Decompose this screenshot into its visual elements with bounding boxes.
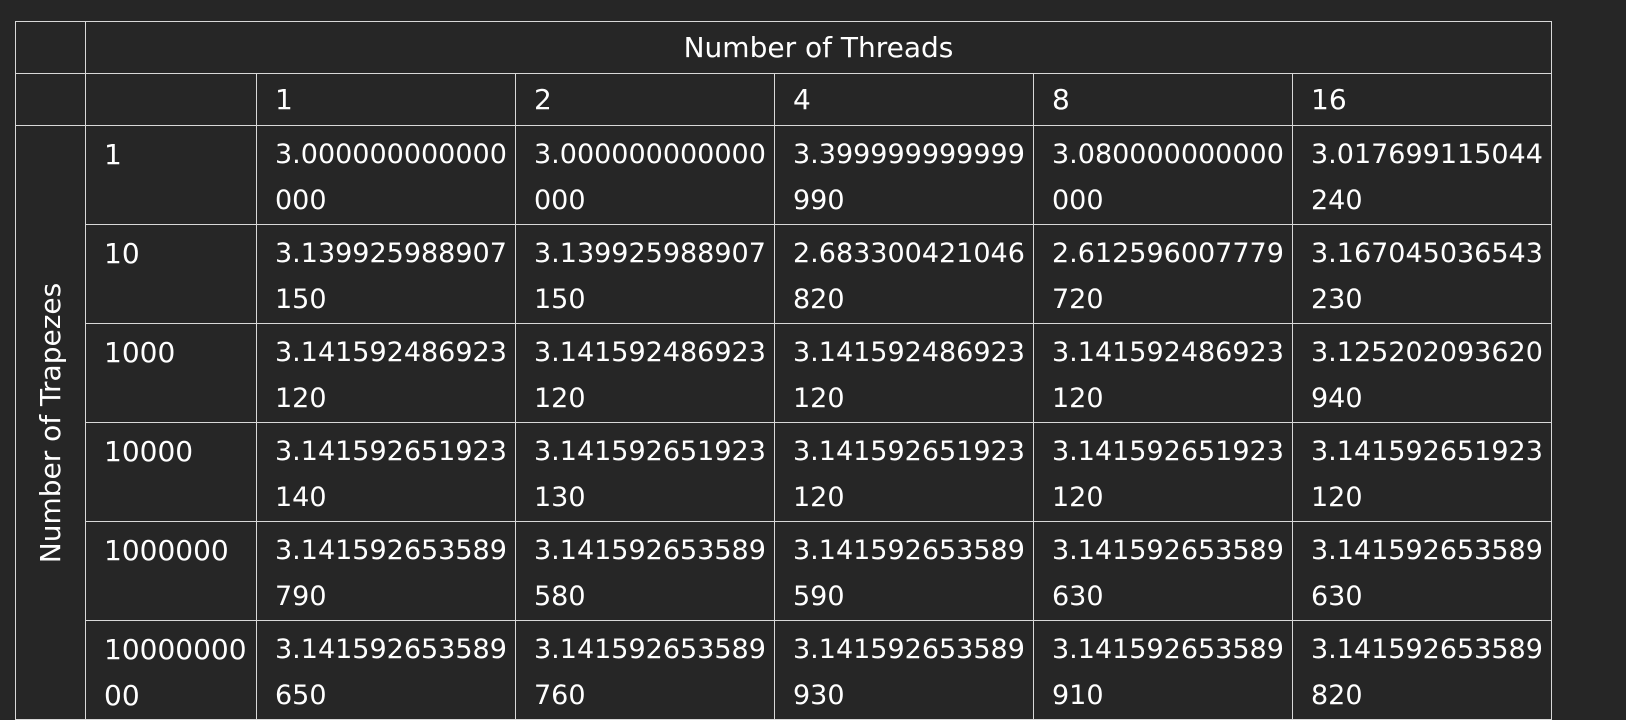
- value-cell: 3.141592651923140: [256, 422, 516, 522]
- thread-header: 8: [1033, 73, 1293, 126]
- value-cell: 3.141592653589630: [1033, 521, 1293, 621]
- value-cell: 3.141592651923130: [515, 422, 775, 522]
- value-cell: 3.141592486923120: [774, 323, 1034, 423]
- table-row: 1000000 3.141592653589790 3.141592653589…: [16, 521, 1552, 621]
- trapezes-label: 1000000000: [85, 620, 257, 720]
- value-cell: 3.141592653589790: [256, 521, 516, 621]
- value-cell: 3.141592486923120: [1033, 323, 1293, 423]
- value-cell: 3.080000000000000: [1033, 125, 1293, 225]
- value-cell: 3.141592651923120: [1033, 422, 1293, 522]
- value-cell: 3.141592653589580: [515, 521, 775, 621]
- value-cell: 3.141592486923120: [515, 323, 775, 423]
- value-cell: 3.141592653589630: [1292, 521, 1552, 621]
- thread-header: 1: [256, 73, 516, 126]
- value-cell: 3.000000000000000: [515, 125, 775, 225]
- value-cell: 3.000000000000000: [256, 125, 516, 225]
- value-cell: 2.612596007779720: [1033, 224, 1293, 324]
- value-cell: 3.141592653589930: [774, 620, 1034, 720]
- corner-cell: [15, 73, 86, 126]
- empty-header-cell: [85, 73, 257, 126]
- value-cell: 3.141592653589760: [515, 620, 775, 720]
- trapezes-label: 10: [85, 224, 257, 324]
- column-group-title: Number of Threads: [85, 21, 1552, 74]
- trapezes-label: 1000000: [85, 521, 257, 621]
- table-row: 1000000000 3.141592653589650 3.141592653…: [16, 620, 1552, 720]
- table-row: 10000 3.141592651923140 3.14159265192313…: [16, 422, 1552, 522]
- thread-header-row: 1 2 4 8 16: [15, 73, 1552, 126]
- value-cell: 3.139925988907150: [256, 224, 516, 324]
- value-cell: 3.399999999999990: [774, 125, 1034, 225]
- thread-header: 2: [515, 73, 775, 126]
- value-cell: 3.167045036543230: [1292, 224, 1552, 324]
- value-cell: 3.139925988907150: [515, 224, 775, 324]
- corner-cell: [15, 21, 86, 74]
- value-cell: 3.141592651923120: [1292, 422, 1552, 522]
- trapezes-label: 1000: [85, 323, 257, 423]
- column-group-header-row: Number of Threads: [15, 21, 1552, 74]
- table-row: Number of Trapezes 1 3.000000000000000 3…: [15, 125, 1552, 720]
- value-cell: 3.141592653589590: [774, 521, 1034, 621]
- row-group-title-cell: Number of Trapezes: [15, 125, 86, 720]
- trapezes-label: 10000: [85, 422, 257, 522]
- table-row: 10 3.139925988907150 3.139925988907150 2…: [16, 224, 1552, 324]
- thread-header: 4: [774, 73, 1034, 126]
- value-cell: 3.141592653589650: [256, 620, 516, 720]
- value-cell: 3.125202093620940: [1292, 323, 1552, 423]
- value-cell: 3.141592653589820: [1292, 620, 1552, 720]
- row-group-title: Number of Trapezes: [33, 282, 67, 563]
- value-cell: 3.141592651923120: [774, 422, 1034, 522]
- value-cell: 3.017699115044240: [1292, 125, 1552, 225]
- value-cell: 3.141592653589910: [1033, 620, 1293, 720]
- value-cell: 3.141592486923120: [256, 323, 516, 423]
- trapezes-label: 1: [85, 125, 257, 225]
- table-row: 1000 3.141592486923120 3.141592486923120…: [16, 323, 1552, 423]
- thread-header: 16: [1292, 73, 1552, 126]
- results-table: Number of Threads 1 2 4 8 16 Number of T…: [15, 21, 1552, 720]
- value-cell: 2.683300421046820: [774, 224, 1034, 324]
